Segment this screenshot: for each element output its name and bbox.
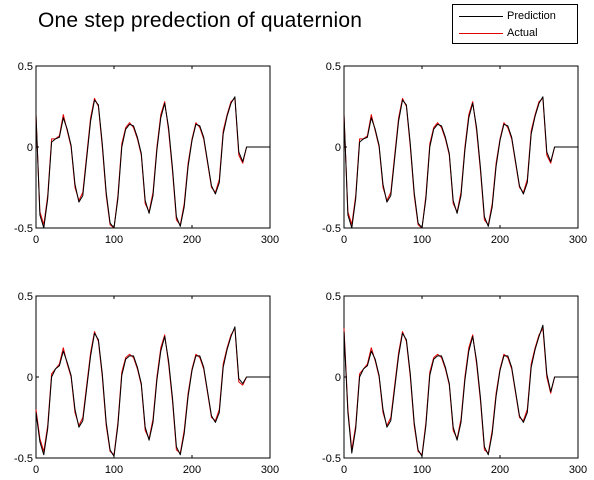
legend: Prediction Actual bbox=[452, 4, 578, 44]
x-tick-label: 0 bbox=[33, 234, 39, 246]
x-tick-label: 0 bbox=[33, 464, 39, 476]
y-tick-label: 0.5 bbox=[18, 61, 33, 73]
legend-item-prediction: Prediction bbox=[453, 8, 577, 24]
legend-label-actual: Actual bbox=[507, 27, 538, 39]
y-tick-label: 0.5 bbox=[326, 61, 341, 73]
x-tick-label: 300 bbox=[569, 234, 587, 246]
x-tick-label: 0 bbox=[341, 464, 347, 476]
x-tick-label: 200 bbox=[491, 234, 509, 246]
x-tick-label: 100 bbox=[413, 464, 431, 476]
series-line-prediction bbox=[343, 324, 578, 457]
y-tick-label: 0.5 bbox=[326, 291, 341, 303]
x-tick-label: 300 bbox=[261, 234, 279, 246]
y-tick-label: -0.5 bbox=[322, 223, 341, 235]
x-tick-label: 300 bbox=[569, 464, 587, 476]
y-tick-label: -0.5 bbox=[322, 453, 341, 465]
legend-swatch-actual bbox=[459, 33, 503, 34]
page-title: One step predection of quaternion bbox=[38, 9, 363, 32]
x-tick-label: 300 bbox=[261, 464, 279, 476]
legend-label-prediction: Prediction bbox=[507, 10, 556, 22]
x-tick-label: 200 bbox=[183, 464, 201, 476]
x-tick-label: 200 bbox=[491, 464, 509, 476]
x-tick-label: 100 bbox=[413, 234, 431, 246]
y-tick-label: 0 bbox=[27, 142, 33, 154]
axes-frame bbox=[35, 295, 271, 459]
series-line-prediction bbox=[35, 326, 270, 457]
x-tick-label: 100 bbox=[105, 464, 123, 476]
x-tick-label: 100 bbox=[105, 234, 123, 246]
axes-frame bbox=[343, 65, 579, 229]
x-tick-label: 0 bbox=[341, 234, 347, 246]
y-tick-label: -0.5 bbox=[14, 223, 33, 235]
y-tick-label: 0.5 bbox=[18, 291, 33, 303]
y-tick-label: -0.5 bbox=[14, 453, 33, 465]
legend-swatch-prediction bbox=[459, 16, 503, 17]
y-tick-label: 0 bbox=[335, 372, 341, 384]
y-tick-label: 0 bbox=[27, 372, 33, 384]
y-tick-label: 0 bbox=[335, 142, 341, 154]
x-tick-label: 200 bbox=[183, 234, 201, 246]
series-line-prediction bbox=[35, 96, 270, 229]
axes-frame bbox=[35, 65, 271, 229]
series-line-prediction bbox=[343, 96, 578, 229]
legend-item-actual: Actual bbox=[453, 25, 577, 41]
